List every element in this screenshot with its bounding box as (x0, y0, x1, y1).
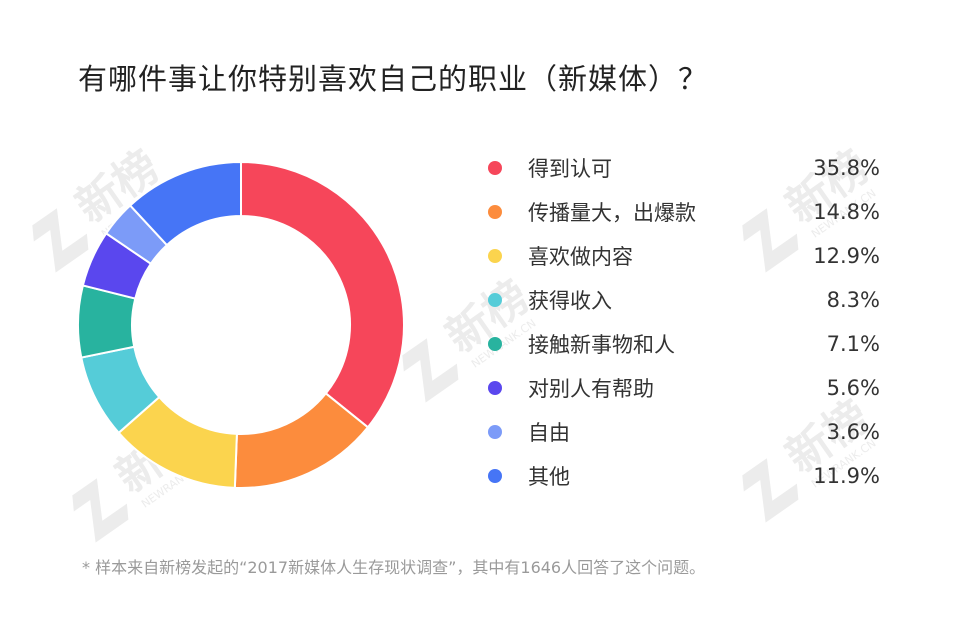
legend-item: 对别人有帮助 5.6% (488, 366, 880, 410)
legend-value: 12.9% (813, 244, 880, 268)
legend-item: 接触新事物和人 7.1% (488, 322, 880, 366)
legend-label: 得到认可 (528, 157, 612, 181)
chart-title: 有哪件事让你特别喜欢自己的职业（新媒体）？ (78, 62, 709, 96)
legend-dot (488, 161, 502, 175)
legend-label: 接触新事物和人 (528, 333, 675, 357)
legend-item: 获得收入 8.3% (488, 278, 880, 322)
legend-label: 对别人有帮助 (528, 377, 654, 401)
legend-dot (488, 469, 502, 483)
footnote: * 样本来自新榜发起的“2017新媒体人生存现状调查”，其中有1646人回答了这… (82, 558, 706, 577)
legend-label: 自由 (528, 421, 570, 445)
legend-dot (488, 205, 502, 219)
legend-dot (488, 293, 502, 307)
legend-label: 喜欢做内容 (528, 245, 633, 269)
legend-dot (488, 381, 502, 395)
legend-item: 自由 3.6% (488, 410, 880, 454)
legend-value: 14.8% (813, 200, 880, 224)
legend-label: 传播量大，出爆款 (528, 201, 696, 225)
legend-item: 得到认可 35.8% (488, 146, 880, 190)
legend-value: 3.6% (826, 420, 880, 444)
legend: 得到认可 35.8% 传播量大，出爆款 14.8% 喜欢做内容 12.9% 获得收入 8.3%… (488, 146, 880, 498)
legend-value: 35.8% (813, 156, 880, 180)
legend-item: 喜欢做内容 12.9% (488, 234, 880, 278)
legend-label: 其他 (528, 465, 570, 489)
legend-dot (488, 249, 502, 263)
legend-dot (488, 337, 502, 351)
legend-value: 8.3% (826, 288, 880, 312)
donut-slice-8 (128, 160, 242, 247)
legend-value: 11.9% (813, 464, 880, 488)
legend-item: 传播量大，出爆款 14.8% (488, 190, 880, 234)
legend-label: 获得收入 (528, 289, 612, 313)
donut-slice-1 (240, 160, 405, 429)
legend-value: 7.1% (826, 332, 880, 356)
legend-dot (488, 425, 502, 439)
legend-item: 其他 11.9% (488, 454, 880, 498)
legend-value: 5.6% (826, 376, 880, 400)
